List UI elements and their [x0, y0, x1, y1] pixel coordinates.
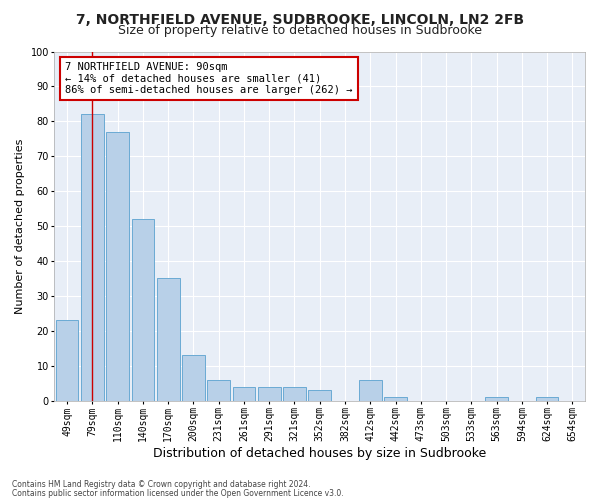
Bar: [485, 397, 508, 400]
Y-axis label: Number of detached properties: Number of detached properties: [15, 138, 25, 314]
Bar: [536, 397, 559, 400]
Text: Contains public sector information licensed under the Open Government Licence v3: Contains public sector information licen…: [12, 488, 344, 498]
Text: Size of property relative to detached houses in Sudbrooke: Size of property relative to detached ho…: [118, 24, 482, 37]
X-axis label: Distribution of detached houses by size in Sudbrooke: Distribution of detached houses by size …: [153, 447, 487, 460]
Bar: [359, 380, 382, 400]
Bar: [233, 386, 256, 400]
Bar: [384, 397, 407, 400]
Text: Contains HM Land Registry data © Crown copyright and database right 2024.: Contains HM Land Registry data © Crown c…: [12, 480, 311, 489]
Bar: [56, 320, 79, 400]
Text: 7, NORTHFIELD AVENUE, SUDBROOKE, LINCOLN, LN2 2FB: 7, NORTHFIELD AVENUE, SUDBROOKE, LINCOLN…: [76, 12, 524, 26]
Bar: [258, 386, 281, 400]
Text: 7 NORTHFIELD AVENUE: 90sqm
← 14% of detached houses are smaller (41)
86% of semi: 7 NORTHFIELD AVENUE: 90sqm ← 14% of deta…: [65, 62, 353, 95]
Bar: [283, 386, 306, 400]
Bar: [106, 132, 129, 400]
Bar: [81, 114, 104, 401]
Bar: [131, 219, 154, 400]
Bar: [308, 390, 331, 400]
Bar: [157, 278, 179, 400]
Bar: [182, 356, 205, 401]
Bar: [208, 380, 230, 400]
